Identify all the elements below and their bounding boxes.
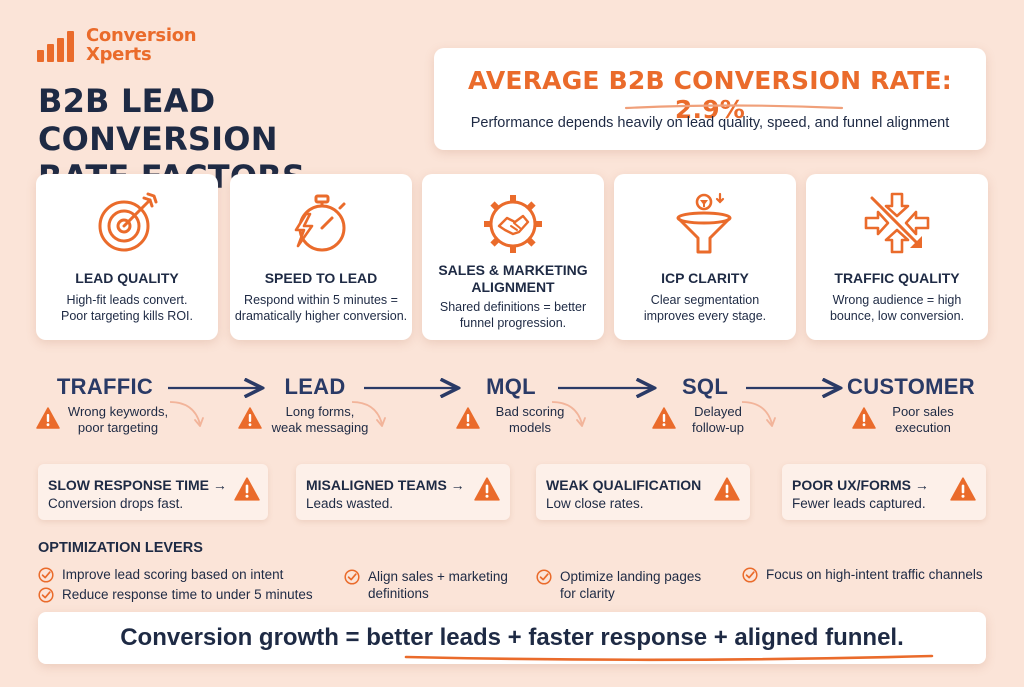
problem-title: MISALIGNED TEAMS → xyxy=(306,477,465,493)
factor-title: LEAD QUALITY xyxy=(75,270,179,286)
stage-issue: Bad scoring models xyxy=(456,404,576,440)
problem-box: MISALIGNED TEAMS → Leads wasted. xyxy=(296,464,510,520)
stage-issue: Wrong keywords, poor targeting xyxy=(36,404,176,440)
stage-mql: MQL xyxy=(486,374,536,399)
stat-subtitle: Performance depends heavily on lead qual… xyxy=(470,115,950,131)
arrows-icon xyxy=(864,192,930,254)
levers-heading: OPTIMIZATION LEVERS xyxy=(38,540,203,556)
factor-card-icp-clarity: ICP CLARITY Clear segmentation improves e… xyxy=(614,174,796,340)
warning-icon xyxy=(950,477,976,501)
warning-icon xyxy=(234,477,260,501)
factor-desc: Clear segmentation improves every stage. xyxy=(643,293,767,323)
issue-text: Long forms, weak messaging xyxy=(271,404,369,435)
check-circle-icon xyxy=(536,569,552,585)
factor-desc: High-fit leads convert. Poor targeting ki… xyxy=(61,293,193,323)
curved-arrow-icon xyxy=(740,396,780,432)
factor-title: ICP CLARITY xyxy=(661,270,749,286)
stage-issue: Delayed follow-up xyxy=(652,404,762,440)
brand-name: Conversion Xperts xyxy=(86,25,197,65)
arrow-right-icon xyxy=(168,378,266,398)
check-circle-icon xyxy=(344,569,360,585)
lever-text: Align sales + marketing definitions xyxy=(368,569,508,601)
lever-item: Focus on high-intent traffic channels xyxy=(742,566,1002,586)
conclusion-banner: Conversion growth = better leads + faste… xyxy=(38,612,986,664)
warning-icon xyxy=(456,407,480,429)
arrow-right-icon xyxy=(746,378,844,398)
warning-icon xyxy=(238,407,262,429)
problem-sub: Fewer leads captured. xyxy=(792,496,926,511)
lever-text: Reduce response time to under 5 minutes xyxy=(62,587,313,602)
lever-item: Align sales + marketing definitions xyxy=(344,568,544,604)
curved-arrow-icon xyxy=(168,396,208,432)
problem-title: SLOW RESPONSE TIME → xyxy=(48,477,227,493)
underline-decoration xyxy=(624,104,844,110)
lever-text: Optimize landing pages for clarity xyxy=(560,569,702,601)
factor-card-lead-quality: LEAD QUALITY High-fit leads convert. Poor… xyxy=(36,174,218,340)
curved-arrow-icon xyxy=(550,396,590,432)
factor-card-speed-to-lead: SPEED TO LEAD Respond within 5 minutes =… xyxy=(230,174,412,340)
stage-issue: Long forms, weak messaging xyxy=(238,404,378,440)
issue-text: Wrong keywords, poor targeting xyxy=(67,404,169,435)
factor-desc: Respond within 5 minutes = dramatically h… xyxy=(234,293,408,323)
factor-title: TRAFFIC QUALITY xyxy=(834,270,960,286)
lever-text: Focus on high-intent traffic channels xyxy=(766,567,983,582)
problem-sub: Conversion drops fast. xyxy=(48,496,184,511)
factor-title: SPEED TO LEAD xyxy=(264,270,378,286)
underline-decoration xyxy=(404,654,934,662)
stage-traffic: TRAFFIC xyxy=(56,374,154,399)
factor-card-alignment: SALES & MARKETING ALIGNMENT Shared defini… xyxy=(422,174,604,340)
check-circle-icon xyxy=(38,567,54,583)
stage-sql: SQL xyxy=(681,374,729,399)
gear-handshake-icon xyxy=(484,195,542,253)
factor-card-traffic-quality: TRAFFIC QUALITY Wrong audience = high bou… xyxy=(806,174,988,340)
stage-issue: Poor sales execution xyxy=(852,404,972,440)
problem-box: POOR UX/FORMS → Fewer leads captured. xyxy=(782,464,986,520)
issue-text: Poor sales execution xyxy=(892,404,954,435)
target-icon xyxy=(98,192,158,252)
arrow-right-icon xyxy=(558,378,658,398)
problem-box: SLOW RESPONSE TIME → Conversion drops fa… xyxy=(38,464,268,520)
bar-chart-logo-icon xyxy=(37,31,74,62)
arrow-right-icon xyxy=(364,378,462,398)
problem-title: POOR UX/FORMS → xyxy=(792,477,929,493)
factor-desc: Shared definitions = better funnel progre… xyxy=(439,300,587,330)
banner-text: Conversion growth = better leads + faste… xyxy=(120,624,904,651)
warning-icon xyxy=(852,407,876,429)
check-circle-icon xyxy=(742,567,758,583)
funnel-icon xyxy=(676,192,732,254)
issue-text: Bad scoring models xyxy=(495,404,565,435)
check-circle-icon xyxy=(38,587,54,603)
stat-callout: AVERAGE B2B CONVERSION RATE: 2.9% Perfor… xyxy=(434,48,986,150)
lever-text: Improve lead scoring based on intent xyxy=(62,567,284,582)
stage-customer: CUSTOMER xyxy=(847,374,975,399)
problem-sub: Leads wasted. xyxy=(306,496,394,511)
warning-icon xyxy=(474,477,500,501)
lever-item: Improve lead scoring based on intent xyxy=(38,566,338,586)
stat-headline: AVERAGE B2B CONVERSION RATE: 2.9% xyxy=(468,66,952,124)
lever-item: Reduce response time to under 5 minutes xyxy=(38,586,338,606)
stopwatch-icon xyxy=(294,194,346,252)
warning-icon xyxy=(714,477,740,501)
warning-icon xyxy=(652,407,676,429)
issue-text: Delayed follow-up xyxy=(691,404,745,435)
stage-lead: LEAD xyxy=(284,374,346,399)
lever-item: Optimize landing pages for clarity xyxy=(536,568,736,604)
factor-desc: Wrong audience = high bounce, low convers… xyxy=(829,293,965,323)
problem-title: WEAK QUALIFICATION xyxy=(546,477,702,493)
problem-sub: Low close rates. xyxy=(546,496,644,511)
warning-icon xyxy=(36,407,60,429)
curved-arrow-icon xyxy=(350,396,390,432)
problem-box: WEAK QUALIFICATION Low close rates. xyxy=(536,464,750,520)
brand-logo: Conversion Xperts xyxy=(36,26,206,68)
factor-title: SALES & MARKETING ALIGNMENT xyxy=(438,262,588,295)
